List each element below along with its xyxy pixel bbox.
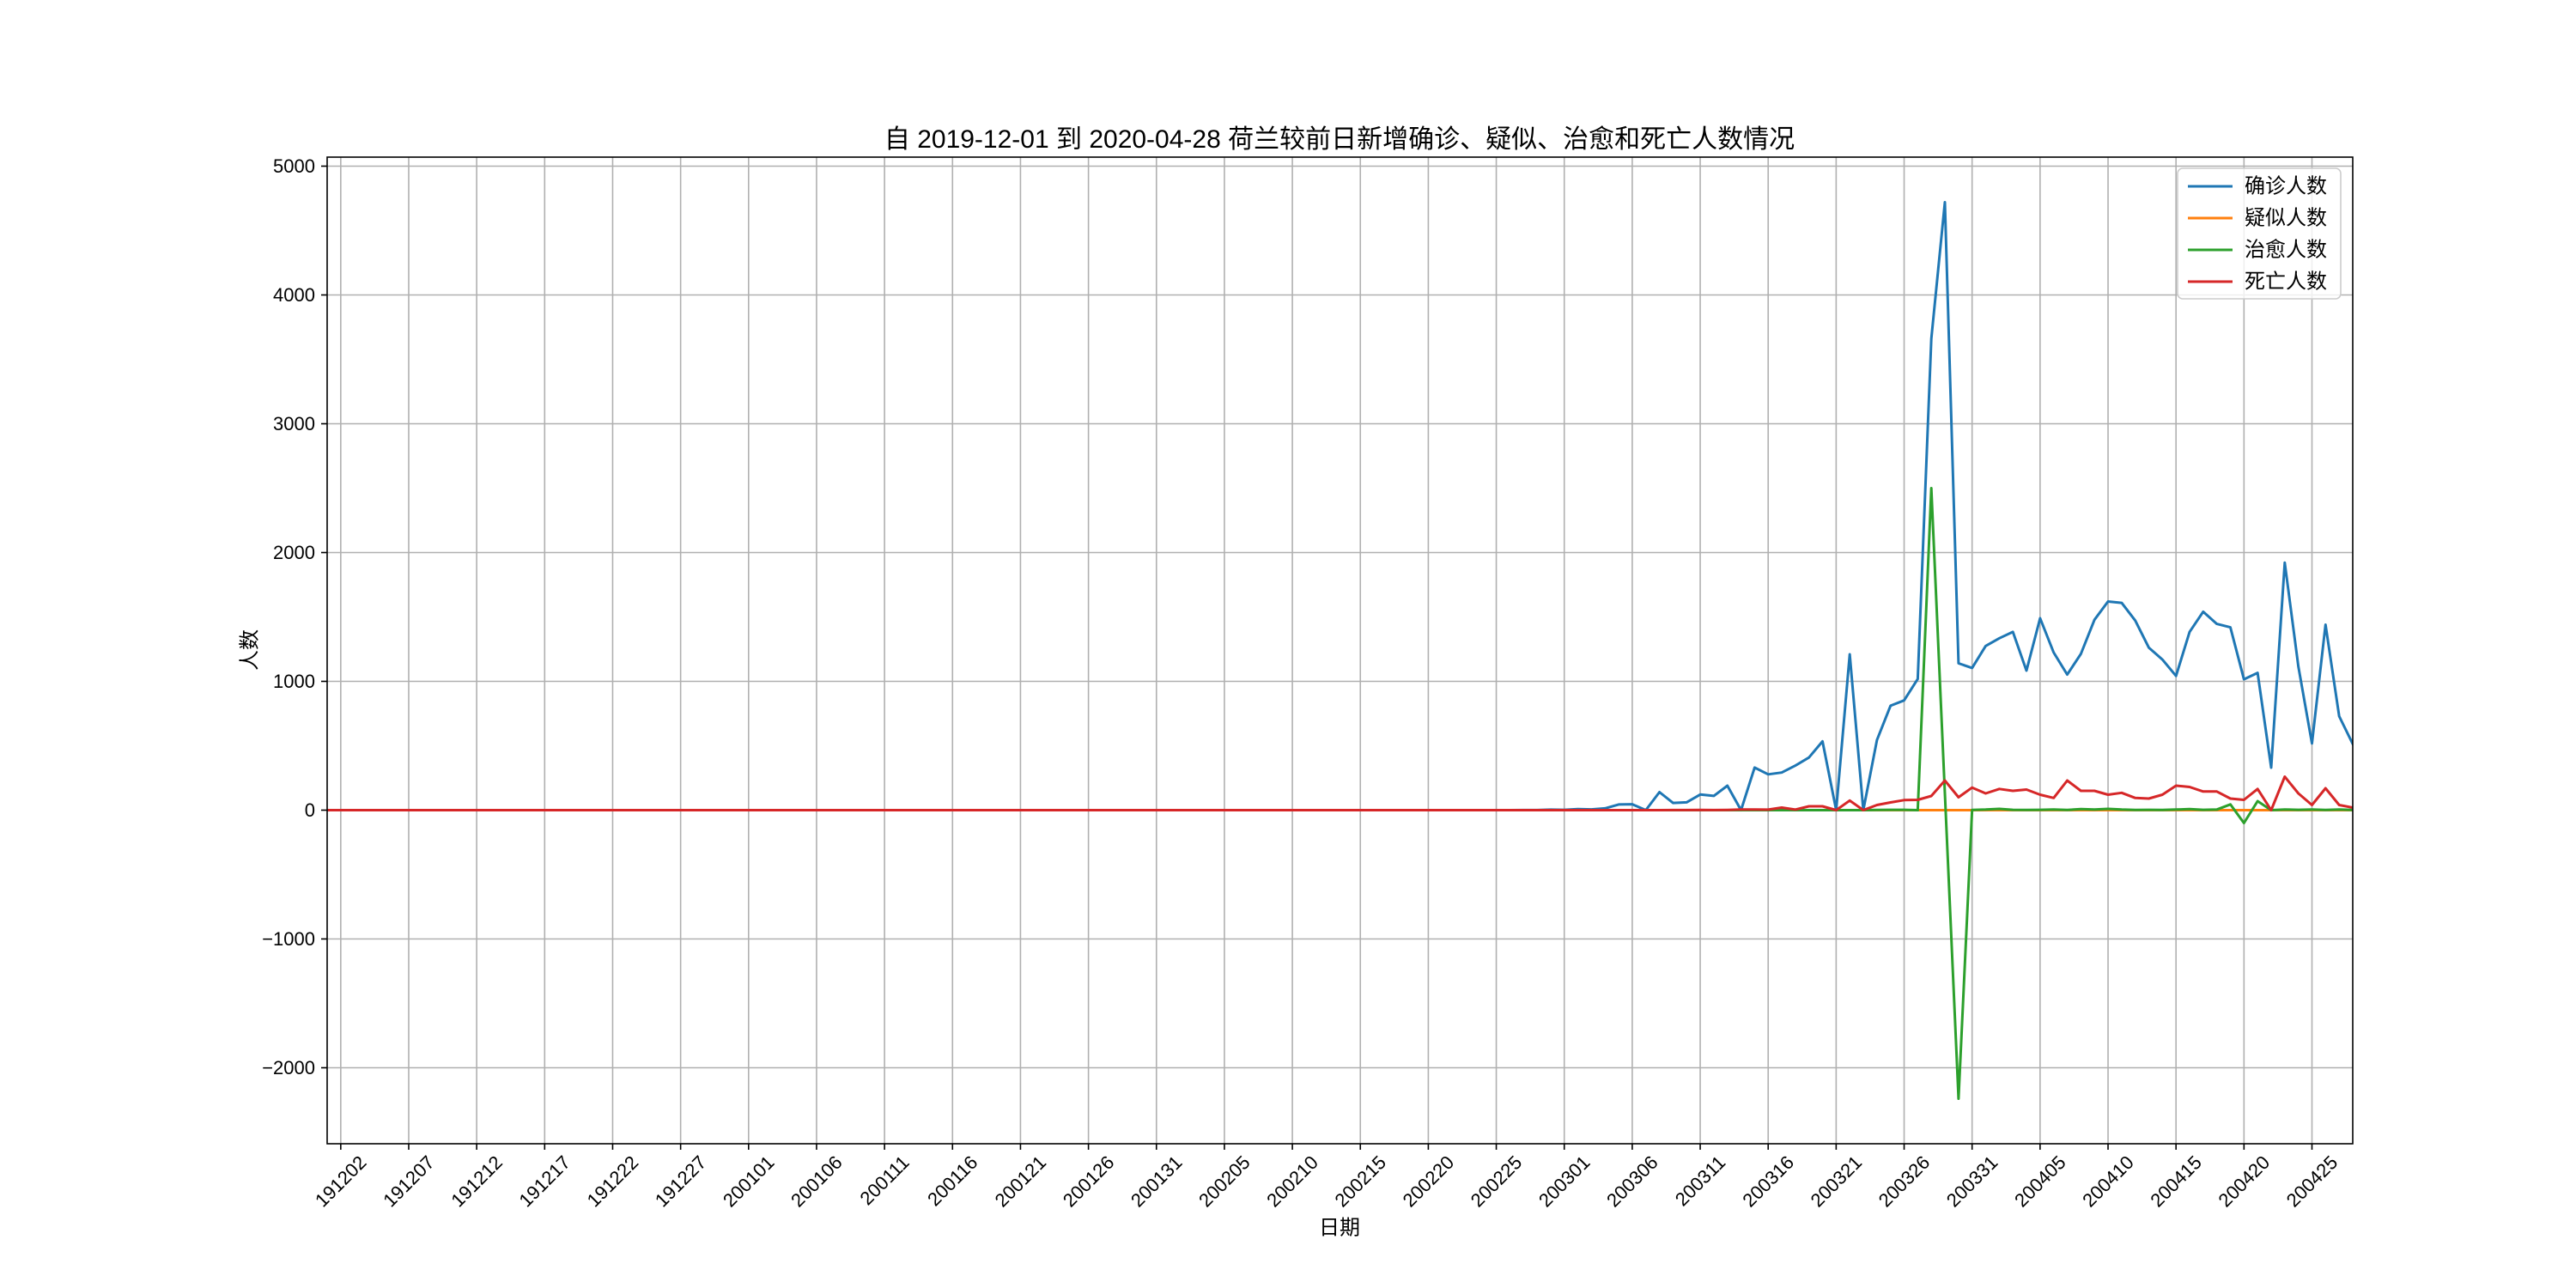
chart-title: 自 2019-12-01 到 2020-04-28 荷兰较前日新增确诊、疑似、治… [884,125,1795,154]
legend-label: 治愈人数 [2245,239,2327,262]
legend-item: 死亡人数 [2188,270,2327,294]
tick-marks [321,165,2313,1150]
y-tick-label: 0 [305,799,315,821]
x-axis-label: 日期 [1319,1217,1360,1240]
y-tick-label: −2000 [262,1057,315,1078]
deaths-series-line [327,775,2353,811]
grid-lines [327,157,2353,1144]
y-tick-label: 2000 [273,542,315,563]
y-tick-label: 4000 [273,284,315,306]
plot-area [327,157,2353,1144]
series-lines [327,201,2353,1100]
legend-frame [2177,167,2342,300]
legend: 确诊人数 疑似人数 治愈人数 死亡人数 [2177,167,2342,300]
legend-label: 确诊人数 [2245,175,2327,198]
y-tick-label: 1000 [273,671,315,692]
axes-frame [326,156,2354,1145]
y-axis-label: 人数 [239,629,262,671]
y-tick-label: 5000 [273,155,315,177]
y-tick-label: 3000 [273,413,315,434]
legend-label: 死亡人数 [2245,270,2327,294]
legend-label: 疑似人数 [2245,207,2327,230]
legend-item: 疑似人数 [2188,207,2327,230]
legend-item: 治愈人数 [2188,239,2327,262]
y-tick-label: −1000 [262,928,315,950]
legend-item: 确诊人数 [2188,175,2327,198]
